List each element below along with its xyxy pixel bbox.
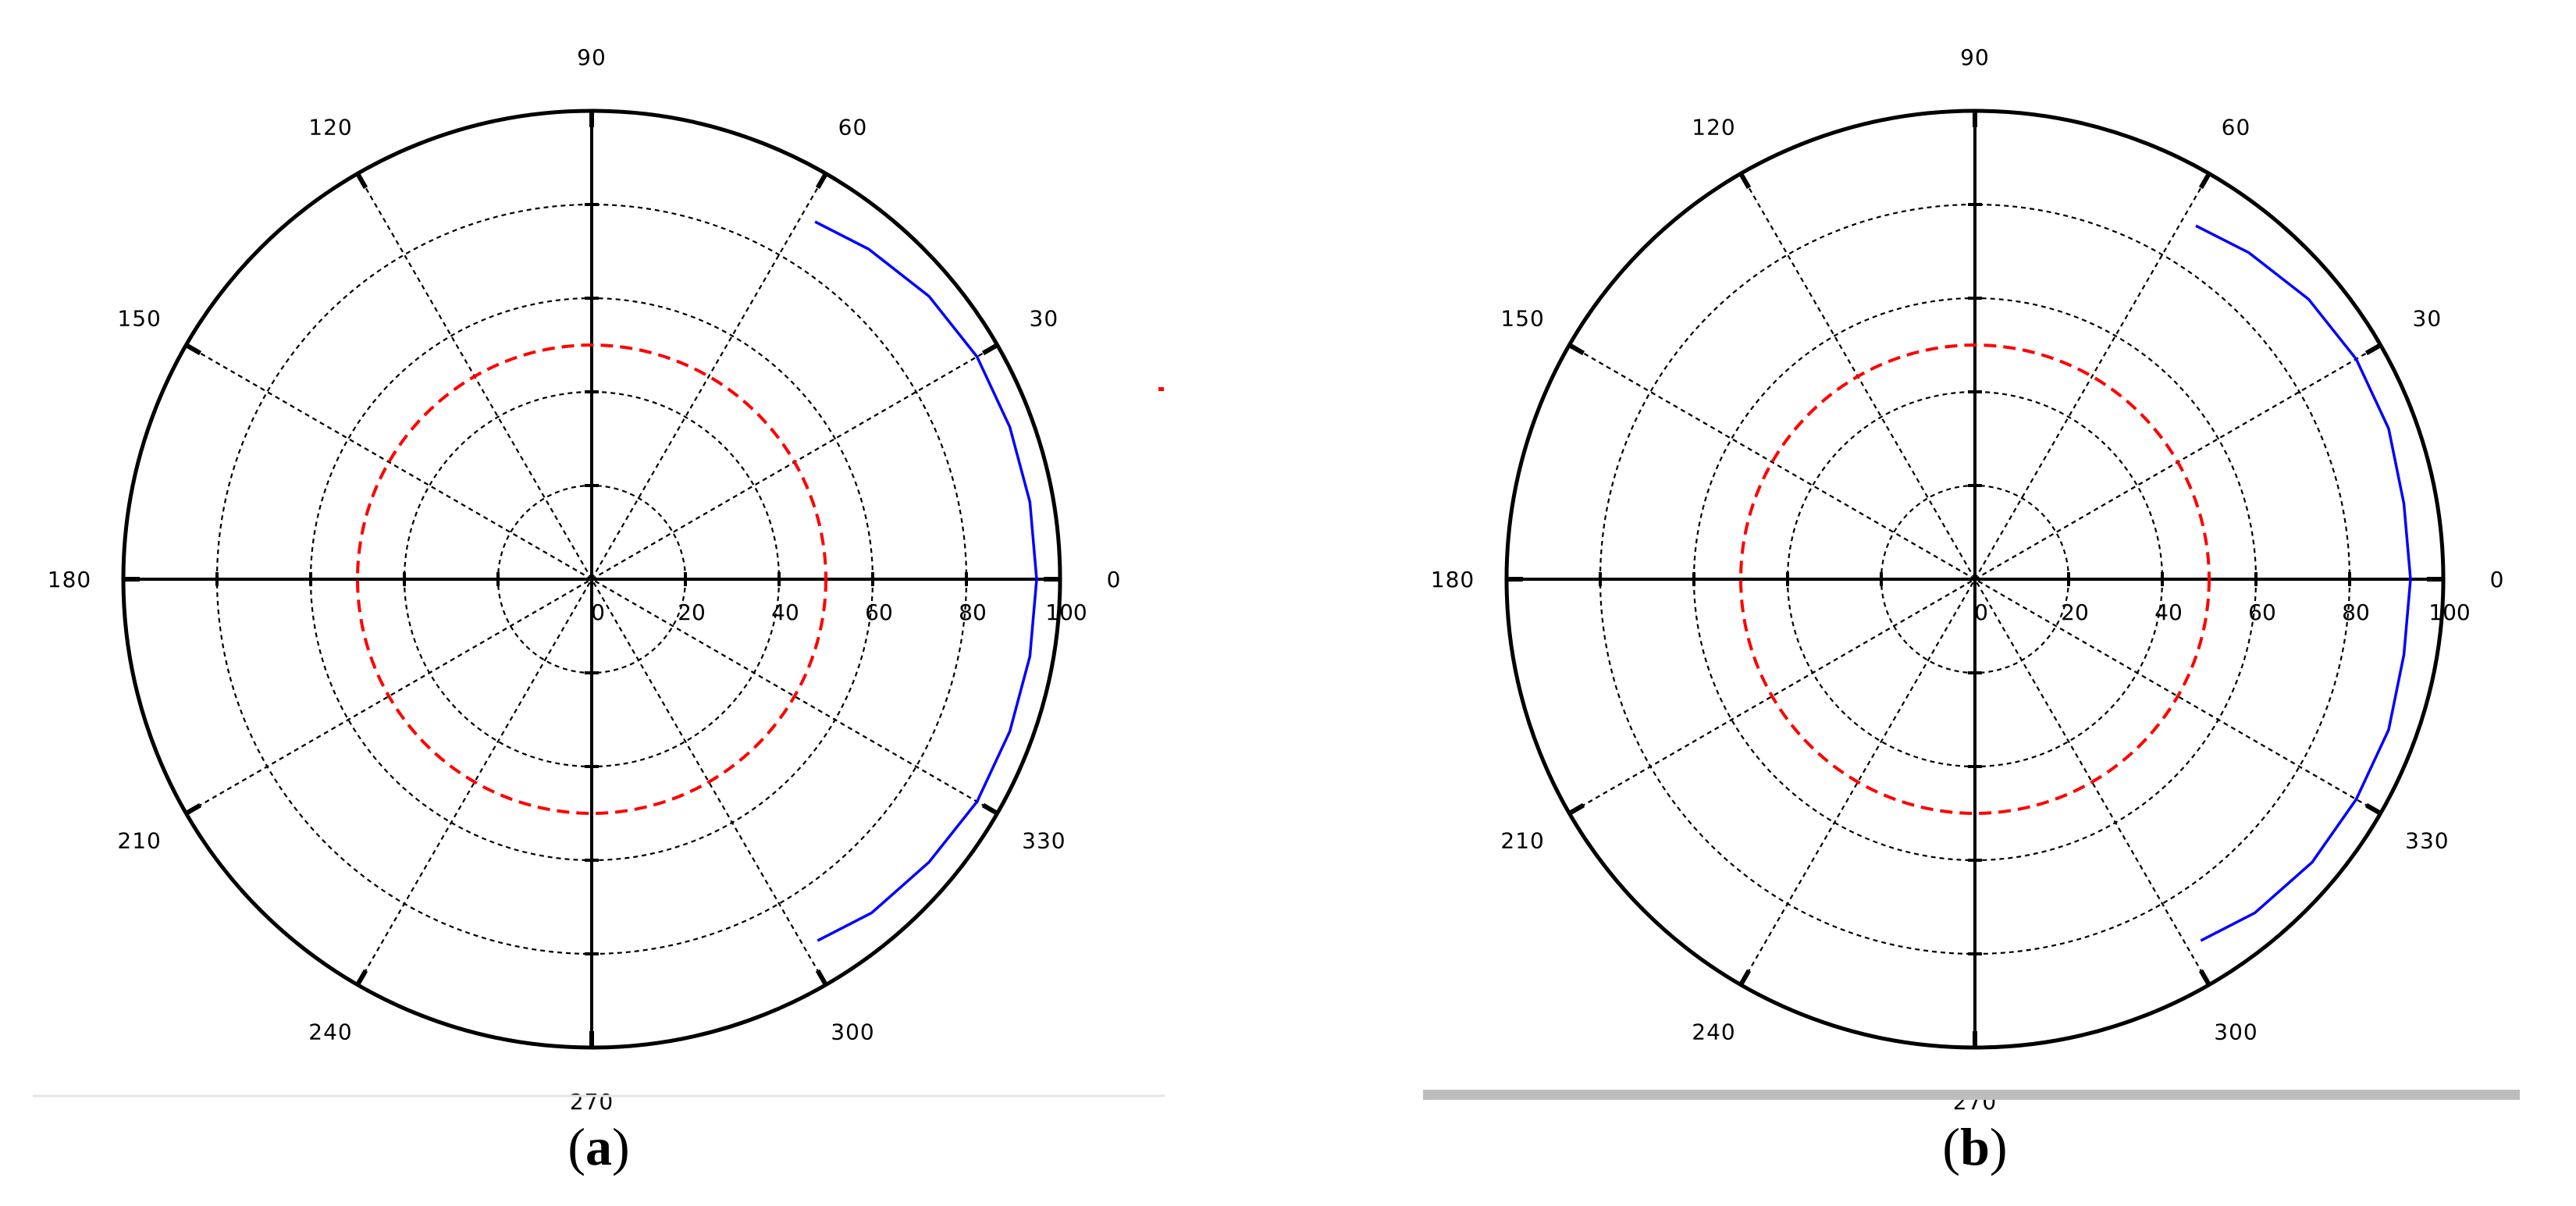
angle-label-30: 30 [1030, 306, 1059, 332]
angle-label-60: 60 [838, 115, 868, 141]
angle-label-180: 180 [48, 567, 91, 592]
ring-tick-240 [1738, 969, 1752, 987]
caption-b: (b) [1942, 1117, 2007, 1176]
angle-label-330: 330 [1022, 828, 1066, 854]
radial-label-100: 100 [1045, 599, 1087, 625]
ring-tick-300 [815, 969, 828, 987]
angle-label-210: 210 [117, 828, 161, 854]
angle-label-330: 330 [2405, 828, 2449, 854]
grid-spoke-150 [1568, 344, 2382, 814]
radial-label-80: 80 [2342, 599, 2370, 625]
angle-label-0: 0 [2490, 567, 2505, 592]
ring-tick-330 [2364, 802, 2382, 816]
ring-tick-150 [184, 343, 202, 356]
angle-label-300: 300 [831, 1019, 874, 1044]
ring-tick-120 [355, 172, 368, 190]
angle-label-60: 60 [2222, 115, 2251, 141]
ring-tick-300 [2198, 969, 2211, 987]
angle-label-270: 270 [570, 1089, 614, 1115]
ring-tick-60 [2198, 172, 2211, 190]
radial-label-20: 20 [678, 599, 706, 625]
angle-label-150: 150 [1500, 306, 1544, 332]
angle-label-210: 210 [1500, 828, 1544, 854]
radial-label-40: 40 [2154, 599, 2183, 625]
radial-label-0: 0 [591, 599, 605, 625]
ring-tick-210 [184, 802, 202, 816]
ring-tick-60 [815, 172, 828, 190]
angle-label-0: 0 [1107, 567, 1122, 592]
pattern-curve-series [814, 220, 1038, 942]
grid-spoke-150 [185, 344, 998, 814]
angle-label-120: 120 [1692, 115, 1735, 141]
panel-b-divider [1423, 1090, 2520, 1100]
reference-circle-series [1739, 343, 2211, 815]
radial-label-0: 0 [1974, 599, 1988, 625]
stray-red-mark [1158, 387, 1164, 391]
angle-label-30: 30 [2413, 306, 2443, 332]
polar-chart-a: 0 30 60 90 120 150 180 210 240 270 300 330 0 20 40 60 80… [48, 44, 1122, 1115]
angle-label-150: 150 [117, 306, 161, 332]
ring-tick-120 [1738, 172, 1752, 190]
angle-label-180: 180 [1431, 567, 1475, 592]
angle-label-120: 120 [308, 115, 352, 141]
caption-a: (a) [568, 1117, 629, 1176]
ring-tick-240 [355, 969, 368, 987]
radial-label-40: 40 [771, 599, 799, 625]
pattern-curve-series [2195, 224, 2412, 942]
angle-label-300: 300 [2214, 1019, 2258, 1044]
angle-label-240: 240 [1692, 1019, 1735, 1044]
ring-tick-330 [981, 802, 999, 816]
reference-circle-series [356, 343, 827, 815]
angle-label-90: 90 [577, 44, 607, 70]
radial-label-60: 60 [2248, 599, 2276, 625]
angle-label-240: 240 [308, 1019, 352, 1044]
radial-label-80: 80 [959, 599, 987, 625]
ring-tick-150 [1567, 343, 1585, 356]
radial-label-20: 20 [2061, 599, 2089, 625]
radial-label-60: 60 [865, 599, 893, 625]
angle-label-90: 90 [1960, 44, 1990, 70]
ring-tick-30 [2364, 343, 2382, 356]
radial-label-100: 100 [2428, 599, 2470, 625]
ring-tick-30 [981, 343, 999, 356]
ring-tick-210 [1567, 802, 1585, 816]
